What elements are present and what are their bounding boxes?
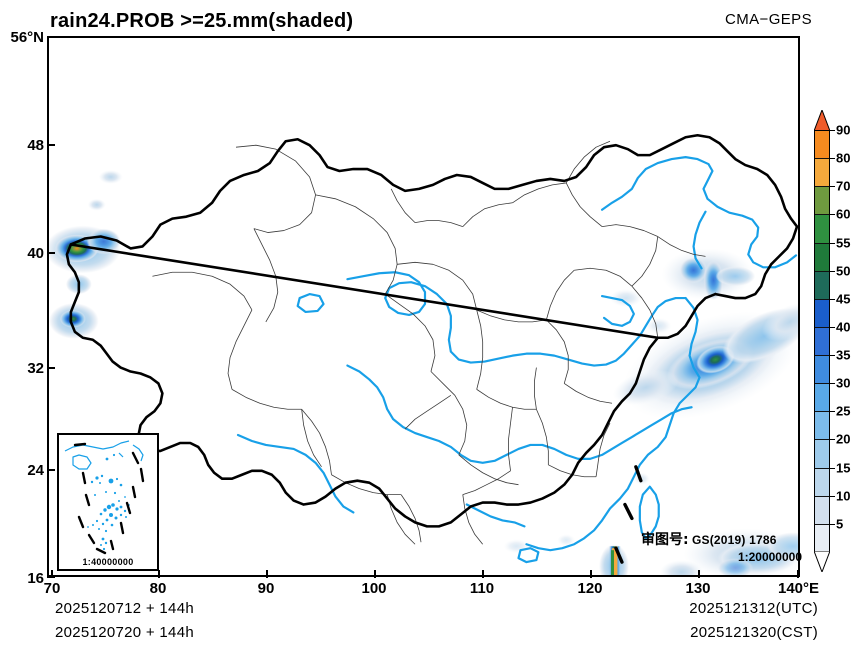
footer-init-cst: 2025120720 + 144h [55, 624, 194, 641]
approval-number: GS(2019) 1786 [691, 533, 777, 547]
map-plot-area[interactable] [47, 36, 800, 577]
x-tick-mark [698, 570, 700, 578]
y-tick-mark [47, 252, 55, 254]
y-tick-mark [47, 367, 55, 369]
colorbar-label-35: 35 [836, 347, 851, 363]
approval-label: 审图号: [641, 532, 689, 548]
province-boundaries-layer [152, 140, 706, 545]
footer-valid-cst: 2025121320(CST) [690, 624, 818, 641]
approval-scale: 1:20000000 [737, 549, 802, 564]
colorbar-tick-30 [830, 383, 835, 385]
colorbar-label-10: 10 [836, 488, 851, 504]
inset-dashed-boundary [73, 442, 145, 555]
x-tick-mark [590, 570, 592, 578]
footer-valid-utc: 2025121312(UTC) [689, 600, 818, 617]
colorbar-tick-55 [830, 242, 835, 244]
y-tick-label-48: 48 [27, 137, 44, 154]
colorbar-tick-25 [830, 411, 835, 413]
y-tick-mark [47, 144, 55, 146]
y-tick-label-24: 24 [27, 462, 44, 479]
colorbar-label-80: 80 [836, 150, 851, 166]
x-tick-label-140: 140°E [778, 580, 820, 597]
x-tick-mark [266, 570, 268, 578]
colorbar-cell-50 [815, 271, 829, 300]
x-tick-label-100: 100 [361, 580, 387, 597]
colorbar-cell-10 [815, 496, 829, 525]
colorbar-tick-90 [830, 130, 835, 131]
colorbar-tick-80 [830, 158, 835, 160]
colorbar-label-40: 40 [836, 319, 851, 335]
colorbar-label-45: 45 [836, 291, 851, 307]
inset-canvas [64, 440, 145, 555]
south-china-sea-inset-map[interactable]: 1:40000000 [57, 433, 159, 571]
colorbar-tick-15 [830, 467, 835, 469]
colorbar-cell-80 [815, 159, 829, 188]
colorbar-tick-5 [830, 523, 835, 525]
x-tick-label-130: 130 [685, 580, 711, 597]
x-tick-label-70: 70 [43, 580, 61, 597]
colorbar-cell-60 [815, 215, 829, 244]
colorbar-cell-70 [815, 187, 829, 216]
y-tick-label-16: 16 [27, 570, 44, 587]
colorbar-label-55: 55 [836, 235, 851, 251]
colorbar-label-5: 5 [836, 516, 844, 532]
x-tick-label-80: 80 [149, 580, 167, 597]
colorbar-cell-35 [815, 356, 829, 385]
colorbar-tick-10 [830, 495, 835, 497]
colorbar-under-arrow [814, 551, 830, 572]
colorbar-tick-40 [830, 326, 835, 328]
colorbar-strip[interactable] [814, 130, 830, 553]
colorbar-label-15: 15 [836, 460, 851, 476]
approval-number-block: 审图号: GS(2019) 1786 1:20000000 [641, 532, 806, 565]
colorbar-label-90: 90 [836, 122, 851, 138]
probability-shading-layer [49, 170, 798, 575]
colorbar-cell-90 [815, 131, 829, 160]
x-tick-mark [797, 570, 799, 578]
x-tick-mark [374, 570, 376, 578]
colorbar-cell-55 [815, 243, 829, 272]
colorbar-cell-15 [815, 468, 829, 497]
inset-island-dots [87, 453, 130, 551]
map-canvas [49, 133, 798, 575]
page-title: rain24.PROB >=25.mm(shaded) [50, 10, 354, 32]
colorbar-tick-70 [830, 186, 835, 188]
x-tick-label-90: 90 [257, 580, 275, 597]
x-tick-label-110: 110 [469, 580, 495, 597]
colorbar-label-60: 60 [836, 206, 851, 222]
colorbar-label-25: 25 [836, 403, 851, 419]
y-tick-label-40: 40 [27, 245, 44, 262]
colorbar-tick-35 [830, 355, 835, 357]
colorbar-over-arrow [814, 110, 830, 131]
y-tick-mark [47, 36, 55, 38]
colorbar-label-20: 20 [836, 431, 851, 447]
x-tick-label-120: 120 [577, 580, 603, 597]
colorbar-tick-60 [830, 214, 835, 216]
colorbar-tick-20 [830, 439, 835, 441]
colorbar-cell-40 [815, 327, 829, 356]
colorbar-label-70: 70 [836, 178, 851, 194]
x-tick-mark [51, 570, 53, 578]
colorbar-cell-5 [815, 524, 829, 553]
x-tick-mark [158, 570, 160, 578]
colorbar-cell-20 [815, 440, 829, 469]
colorbar-tick-45 [830, 298, 835, 300]
colorbar-cell-30 [815, 384, 829, 413]
colorbar-cell-25 [815, 412, 829, 441]
x-tick-mark [482, 570, 484, 578]
y-tick-label-32: 32 [27, 360, 44, 377]
sea-boundary-dashes [614, 465, 643, 564]
model-label: CMA−GEPS [725, 11, 812, 28]
y-tick-label-56: 56°N [10, 29, 44, 46]
national-border-layer [65, 133, 798, 528]
colorbar-label-50: 50 [836, 263, 851, 279]
inset-scale-label: 1:40000000 [82, 557, 134, 567]
footer-init-utc: 2025120712 + 144h [55, 600, 194, 617]
colorbar-tick-50 [830, 270, 835, 272]
colorbar-cell-45 [815, 299, 829, 328]
colorbar-label-30: 30 [836, 375, 851, 391]
rivers-layer [236, 156, 798, 564]
y-tick-mark [47, 469, 55, 471]
colorbar[interactable]: 5 10 15 20 25 30 35 40 45 50 55 60 70 80 90 [810, 108, 856, 574]
